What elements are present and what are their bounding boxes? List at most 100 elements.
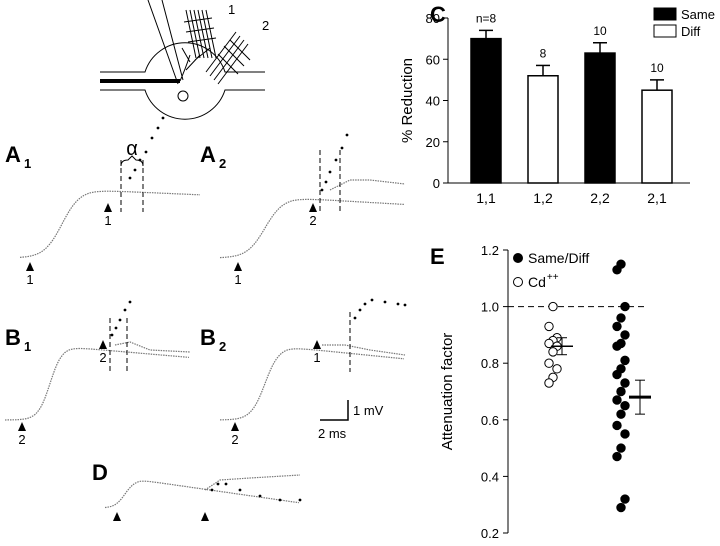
y-tick-label: 0.4 [481,469,499,484]
data-point [544,358,554,368]
y-axis-title: % Reduction [399,58,416,143]
trace-dot [161,116,165,120]
stimulus-arrow [309,203,317,212]
y-tick-label: 1.2 [481,243,499,258]
stimulus-label: 1 [313,350,320,365]
stimulus-label: 2 [99,350,106,365]
y-tick-label: 0 [433,176,440,191]
panel-label: B [200,325,216,350]
trace [329,179,406,191]
trace-dot [328,170,332,174]
stimulus-arrow [234,262,242,271]
trace-dot [324,180,328,184]
y-axis-title: Attenuation factor [439,333,456,451]
y-tick-label: 1.0 [481,300,499,315]
data-point [620,355,630,366]
data-point [612,321,622,332]
y-tick-label: 40 [426,94,440,109]
legend-swatch [653,24,677,38]
panel-label: B [5,325,21,350]
data-point [616,443,626,453]
stimulus-arrow [18,422,26,431]
y-tick-label: 0.8 [481,356,499,371]
x-tick-label: 1,2 [533,190,553,206]
y-tick-label: 80 [426,11,440,26]
panel-label: E [430,244,445,269]
panel-subscript: 1 [24,156,31,171]
trace-dot [238,488,242,492]
x-tick-label: 2,2 [590,190,610,206]
legend-label: Diff [681,24,701,39]
trace-dot [216,482,220,486]
trace-dot [383,300,387,304]
panel-label: D [92,460,108,485]
data-point [616,313,626,323]
data-point [612,395,622,405]
trace-dot [340,146,344,150]
panel-subscript: 1 [24,339,31,354]
pathway-label: 2 [262,18,269,33]
annotation: α [126,138,138,160]
legend-label: Same/Diff [528,250,589,266]
data-point [612,341,622,351]
trace-dot [298,498,302,502]
trace-dot [128,176,132,180]
trace [204,474,301,491]
n-label: 10 [650,61,664,75]
trace-dot [358,308,362,312]
trace [219,198,405,259]
data-point [620,400,630,411]
stimulus-label: 1 [26,272,33,287]
scale-bar [320,400,349,421]
data-point [544,378,554,388]
data-point [616,502,626,513]
data-point [616,386,626,397]
x-tick-label: 1,1 [476,190,496,206]
trace [219,348,405,421]
trace-dot [150,136,154,140]
trace-dot [370,298,374,302]
stimulus-label: 2 [18,432,25,447]
data-point [620,378,630,388]
bar [641,89,673,184]
trace [4,347,190,421]
stimulus-arrow [26,262,34,271]
n-label: n=8 [476,11,497,25]
stimulus-arrow [231,422,239,431]
y-tick-label: 0.6 [481,413,499,428]
stimulus-label: 1 [234,272,241,287]
scale-label: 2 ms [318,426,347,441]
legend-marker [513,253,523,263]
panel-subscript: 2 [219,156,226,171]
data-point [612,369,622,380]
stimulus-label: 2 [231,432,238,447]
trace [322,344,406,356]
trace-dot [144,150,148,154]
trace-dot [353,316,357,320]
trace-dot [258,494,262,498]
trace-dot [334,158,338,162]
n-label: 8 [540,46,547,60]
trace-dot [363,302,367,306]
trace-dot [403,303,407,307]
panel-label: A [200,142,216,167]
panel-label: A [5,142,21,167]
panel-subscript: 2 [219,339,226,354]
y-tick-label: 0.2 [481,526,499,541]
trace-dot [320,188,324,192]
panel-label: C [430,2,446,27]
trace-dot [128,300,132,304]
stimulus-arrow [104,203,112,212]
trace-dot [133,168,137,172]
data-point [548,301,558,312]
stimulus-arrow [201,512,209,521]
bar [584,52,616,184]
data-point [612,451,622,462]
stimulus-arrow [113,512,121,521]
stimulus-label: 1 [104,213,111,228]
data-point [544,321,554,332]
data-point [612,265,622,275]
data-point [548,347,558,357]
trace-dot [156,126,160,130]
legend-marker [513,277,523,287]
